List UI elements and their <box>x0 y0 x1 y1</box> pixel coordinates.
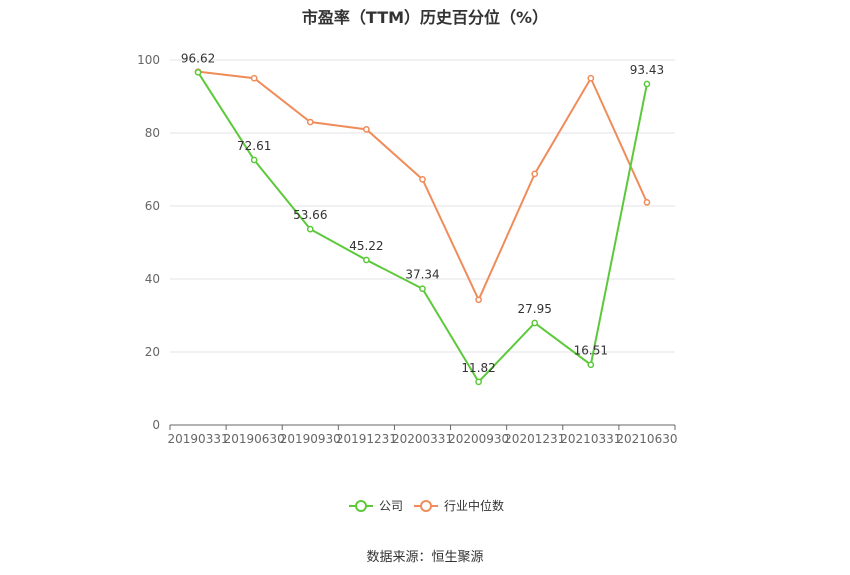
data-point <box>475 378 482 386</box>
x-tick-label: 20190930 <box>280 432 341 446</box>
data-label: 96.62 <box>181 51 215 65</box>
x-tick-label: 20210331 <box>560 432 621 446</box>
data-point <box>363 256 370 264</box>
legend-company-marker <box>355 500 367 512</box>
series-line-company <box>197 71 648 384</box>
data-point <box>250 74 258 82</box>
data-point <box>587 361 595 369</box>
y-tick-label: 100 <box>137 53 160 67</box>
data-point <box>419 176 426 183</box>
data-label: 16.51 <box>574 344 608 358</box>
data-point <box>306 225 314 233</box>
data-point <box>531 319 539 327</box>
x-tick-label: 20200331 <box>392 432 453 446</box>
y-tick-label: 60 <box>145 199 160 213</box>
data-label: 27.95 <box>518 302 552 316</box>
x-tick-label: 20210630 <box>616 432 677 446</box>
data-point <box>250 156 258 164</box>
legend-industry-median-marker <box>420 500 432 512</box>
x-tick-label: 20200930 <box>448 432 509 446</box>
y-tick-label: 40 <box>145 272 160 286</box>
data-point <box>475 296 482 304</box>
y-tick-label: 20 <box>145 345 160 359</box>
chart-title: 市盈率（TTM）历史百分位（%） <box>301 8 549 27</box>
y-tick-label: 80 <box>145 126 160 140</box>
data-point <box>531 170 539 178</box>
data-point <box>419 285 426 293</box>
series-line-industry-median <box>197 70 648 303</box>
data-label: 45.22 <box>349 239 383 253</box>
data-label: 53.66 <box>293 208 327 222</box>
y-tick-label: 0 <box>152 418 160 432</box>
data-point <box>643 80 651 88</box>
data-label: 37.34 <box>405 268 439 282</box>
x-tick-label: 20201231 <box>504 432 565 446</box>
data-source-note: 数据来源：恒生聚源 <box>366 550 484 565</box>
data-label: 72.61 <box>237 139 271 153</box>
data-label: 11.82 <box>461 361 495 375</box>
data-point <box>643 199 651 206</box>
data-point <box>306 118 314 126</box>
data-point <box>194 68 202 76</box>
data-point <box>363 126 370 133</box>
legend-industry-median-label: 行业中位数 <box>444 498 504 513</box>
x-tick-label: 20190630 <box>224 432 285 446</box>
legend-company-label: 公司 <box>379 499 403 513</box>
x-tick-label: 20191231 <box>336 432 397 446</box>
data-label: 93.43 <box>630 63 664 77</box>
x-tick-label: 20190331 <box>168 432 229 446</box>
data-point <box>587 74 595 82</box>
